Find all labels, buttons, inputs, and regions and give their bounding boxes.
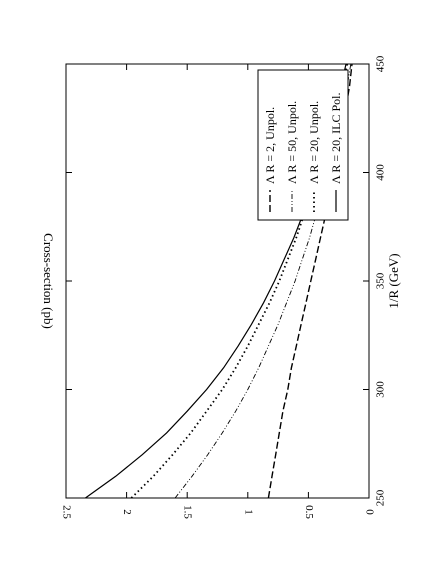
y-tick-label-0: 0 <box>363 509 375 515</box>
y-axis-title: Cross-section (pb) <box>41 233 56 329</box>
y-tick-label-1.5: 1.5 <box>182 505 194 519</box>
series-line-3 <box>174 63 352 499</box>
legend-label-3: Λ R = 50, Unpol. <box>285 101 299 184</box>
x-axis-title: 1/R (GeV) <box>386 253 401 308</box>
legend-label-2: Λ R = 20, Unpol. <box>307 101 321 184</box>
y-tick-label-0.5: 0.5 <box>303 505 315 519</box>
legend-label-4: Λ R = 2, Unpol. <box>263 107 277 184</box>
legend-box <box>257 69 349 221</box>
x-tick-label-400: 400 <box>375 164 387 181</box>
series-line-4 <box>267 63 353 499</box>
x-tick-label-250: 250 <box>375 489 387 506</box>
legend: Λ R = 20, ILC Pol. Λ R = 20, Unpol. Λ R = … <box>257 69 349 221</box>
legend-items: Λ R = 20, ILC Pol. Λ R = 20, Unpol. Λ R = … <box>263 93 343 212</box>
y-tick-label-2: 2 <box>121 509 133 515</box>
x-tick-label-450: 450 <box>375 55 387 72</box>
y-tick-label-2.5: 2.5 <box>60 505 72 519</box>
x-tick-label-300: 300 <box>375 381 387 398</box>
axis-ticks: 250 300 350 400 450 0 0.5 1 1.5 2 2.5 <box>60 55 386 519</box>
x-tick-label-350: 350 <box>375 272 387 289</box>
y-tick-label-1: 1 <box>242 509 254 515</box>
legend-label-1: Λ R = 20, ILC Pol. <box>329 93 343 185</box>
